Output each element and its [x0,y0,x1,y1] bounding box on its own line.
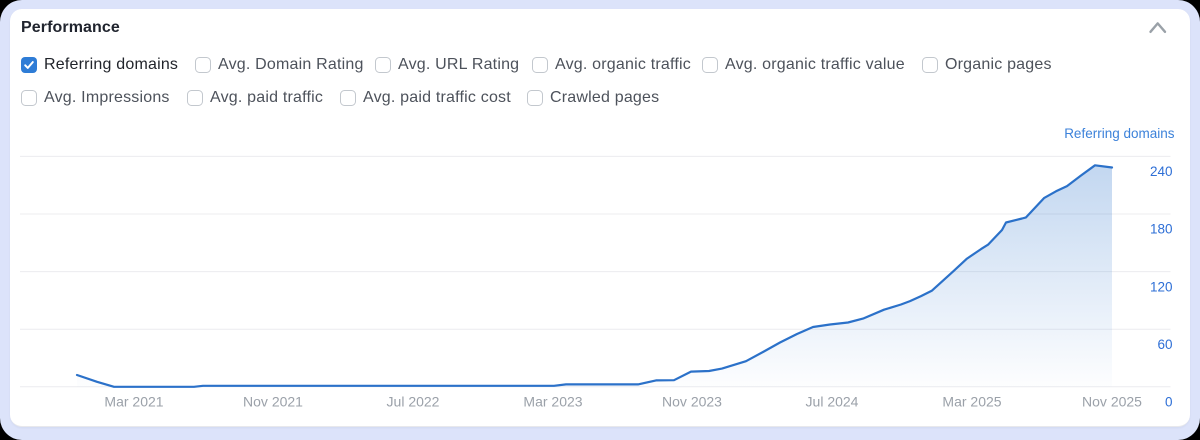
svg-text:Nov 2025: Nov 2025 [1082,393,1142,409]
svg-text:Mar 2023: Mar 2023 [523,393,582,409]
svg-text:Jul 2024: Jul 2024 [806,393,859,409]
svg-text:Referring domains: Referring domains [1064,126,1175,141]
svg-text:Mar 2021: Mar 2021 [104,393,163,409]
svg-text:240: 240 [1150,164,1173,179]
svg-text:120: 120 [1150,279,1173,294]
svg-text:180: 180 [1150,222,1173,237]
svg-text:Nov 2023: Nov 2023 [662,393,722,409]
svg-text:Jul 2022: Jul 2022 [387,393,440,409]
svg-text:60: 60 [1157,337,1172,352]
svg-text:0: 0 [1165,395,1173,410]
svg-text:Mar 2025: Mar 2025 [942,393,1001,409]
svg-text:Nov 2021: Nov 2021 [243,393,303,409]
